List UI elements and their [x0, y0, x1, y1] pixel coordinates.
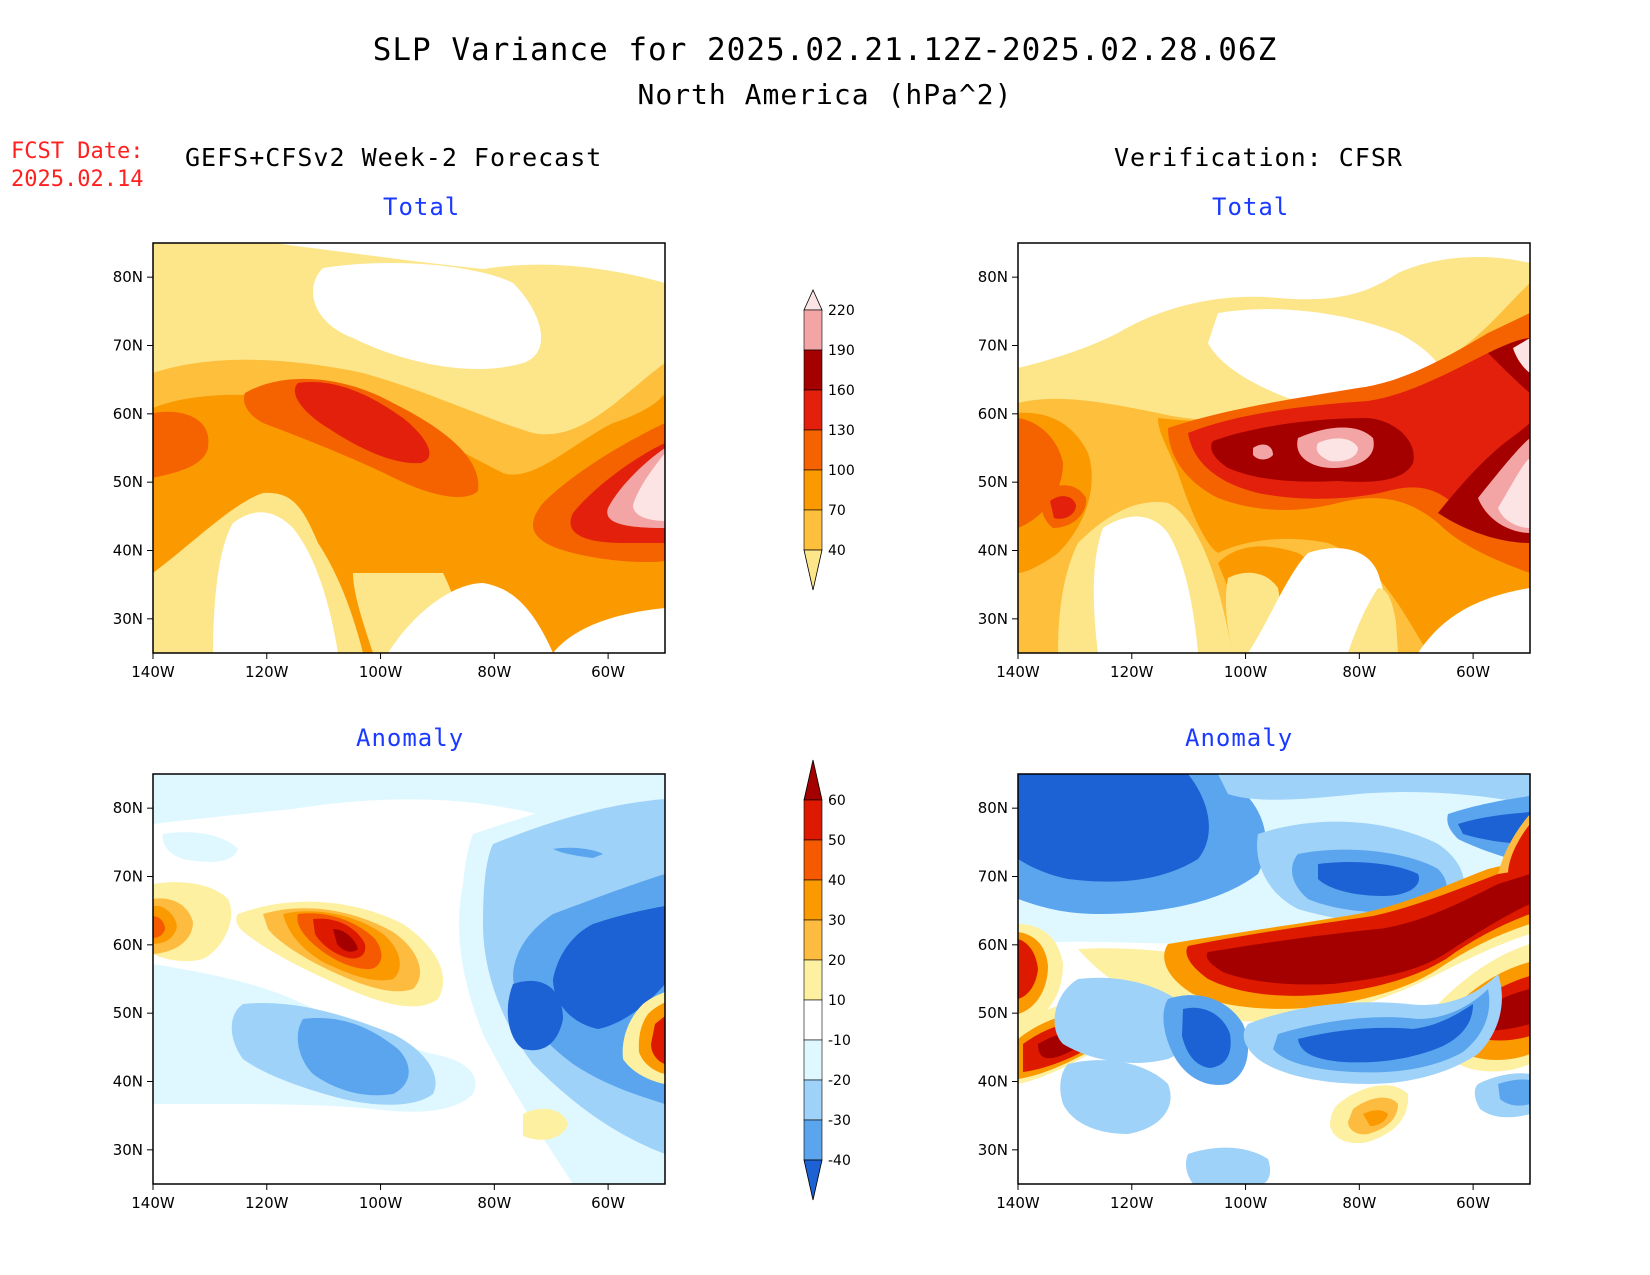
lon-tick-label: 80W: [477, 1194, 511, 1212]
lat-tick-label: 80N: [978, 268, 1008, 286]
lon-tick-label: 80W: [1342, 1194, 1376, 1212]
colorbar-segment: [803, 1119, 823, 1161]
lon-tick-label: 100W: [359, 1194, 403, 1212]
colorbar-arrow-top: [803, 289, 823, 311]
lat-tick-label: 40N: [113, 542, 143, 560]
colorbar-label: -10: [828, 1033, 851, 1049]
colorbar-segment: [803, 429, 823, 471]
colorbar-label: 100: [828, 463, 855, 479]
anomaly-colorbar: 60 50 40 30 20 10 -10 -20 -30 -40: [803, 759, 851, 1201]
lon-tick-label: 140W: [131, 663, 175, 681]
lat-tick-label: 70N: [978, 337, 1008, 355]
colorbar-segment: [803, 999, 823, 1041]
colorbar-label: 10: [828, 993, 846, 1009]
lon-tick-label: 140W: [996, 663, 1040, 681]
lon-tick-label: 120W: [245, 1194, 289, 1212]
lat-tick-label: 30N: [113, 1141, 143, 1159]
map-panel-verif-anomaly: [1017, 773, 1531, 1185]
lat-tick-label: 60N: [978, 936, 1008, 954]
colorbar-label: 50: [828, 833, 846, 849]
colorbar-label: 60: [828, 793, 846, 809]
lon-tick-label: 60W: [591, 663, 625, 681]
lat-tick-label: 50N: [978, 1004, 1008, 1022]
lon-tick-label: 120W: [245, 663, 289, 681]
lat-tick-label: 60N: [113, 405, 143, 423]
panel-subtitle-fcst-total: Total: [383, 193, 461, 221]
lon-tick-label: 60W: [1456, 663, 1490, 681]
lon-tick-label: 140W: [131, 1194, 175, 1212]
map-panel-fcst-total: [152, 242, 666, 654]
verification-column-title: Verification: CFSR: [1114, 143, 1403, 172]
lon-tick-label: 120W: [1110, 663, 1154, 681]
panel-subtitle-verif-total: Total: [1212, 193, 1290, 221]
map-panel-verif-total: [1017, 242, 1531, 654]
lat-tick-label: 40N: [978, 1073, 1008, 1091]
lon-tick-label: 100W: [1224, 1194, 1268, 1212]
fcst-date-label: FCST Date:: [11, 139, 144, 164]
colorbar-segment: [803, 959, 823, 1001]
colorbar-segment: [803, 469, 823, 511]
colorbar-segment: [803, 309, 823, 351]
lat-tick-label: 80N: [978, 799, 1008, 817]
colorbar-segment: [803, 799, 823, 841]
lat-tick-label: 30N: [978, 1141, 1008, 1159]
lat-tick-label: 50N: [113, 1004, 143, 1022]
colorbar-segment: [803, 1039, 823, 1081]
lat-tick-label: 60N: [978, 405, 1008, 423]
lat-tick-label: 30N: [113, 610, 143, 628]
lon-tick-label: 80W: [1342, 663, 1376, 681]
colorbar-segment: [803, 879, 823, 921]
lat-tick-label: 50N: [978, 473, 1008, 491]
colorbar-label: -30: [828, 1113, 851, 1129]
forecast-column-title: GEFS+CFSv2 Week-2 Forecast: [185, 143, 603, 172]
colorbar-label: -20: [828, 1073, 851, 1089]
lon-tick-label: 60W: [591, 1194, 625, 1212]
lon-tick-label: 60W: [1456, 1194, 1490, 1212]
panel-subtitle-fcst-anomaly: Anomaly: [356, 724, 465, 752]
colorbar-segment: [803, 509, 823, 551]
fcst-date-block: FCST Date: 2025.02.14: [11, 138, 143, 194]
colorbar-label: 220: [828, 303, 855, 319]
map-panel-fcst-anomaly: [152, 773, 666, 1185]
main-subtitle: North America (hPa^2): [637, 78, 1013, 111]
total-colorbar: 220 190 160 130 100 70 40: [803, 289, 855, 591]
colorbar-arrow-bottom: [803, 1159, 823, 1201]
lat-tick-label: 70N: [978, 868, 1008, 886]
colorbar-arrow-top: [803, 759, 823, 801]
colorbar-label: 30: [828, 913, 846, 929]
colorbar-arrow-bottom: [803, 549, 823, 591]
lat-tick-label: 40N: [113, 1073, 143, 1091]
lon-tick-label: 100W: [359, 663, 403, 681]
colorbar-segment: [803, 349, 823, 391]
lat-tick-label: 70N: [113, 337, 143, 355]
lon-tick-label: 140W: [996, 1194, 1040, 1212]
colorbar-label: 190: [828, 343, 855, 359]
colorbar-label: -40: [828, 1153, 851, 1169]
lat-tick-label: 40N: [978, 542, 1008, 560]
colorbar-segment: [803, 919, 823, 961]
lat-tick-label: 60N: [113, 936, 143, 954]
lat-tick-label: 80N: [113, 268, 143, 286]
colorbar-segment: [803, 1079, 823, 1121]
colorbar-label: 70: [828, 503, 846, 519]
lat-tick-label: 50N: [113, 473, 143, 491]
fcst-date-value: 2025.02.14: [11, 167, 144, 192]
panel-subtitle-verif-anomaly: Anomaly: [1185, 724, 1294, 752]
colorbar-segment: [803, 839, 823, 881]
colorbar-segment: [803, 389, 823, 431]
lon-tick-label: 120W: [1110, 1194, 1154, 1212]
colorbar-label: 40: [828, 543, 846, 559]
lon-tick-label: 80W: [477, 663, 511, 681]
axis-labels: 80N 70N 60N 50N 40N 30N 140W 120W 100W 80W 60W 80N 7…: [113, 268, 1491, 1212]
main-title: SLP Variance for 2025.02.21.12Z-2025.02.…: [372, 32, 1278, 68]
colorbar-label: 130: [828, 423, 855, 439]
lon-tick-label: 100W: [1224, 663, 1268, 681]
colorbar-label: 40: [828, 873, 846, 889]
lat-tick-label: 80N: [113, 799, 143, 817]
lat-tick-label: 70N: [113, 868, 143, 886]
lat-tick-label: 30N: [978, 610, 1008, 628]
colorbar-label: 20: [828, 953, 846, 969]
colorbar-label: 160: [828, 383, 855, 399]
